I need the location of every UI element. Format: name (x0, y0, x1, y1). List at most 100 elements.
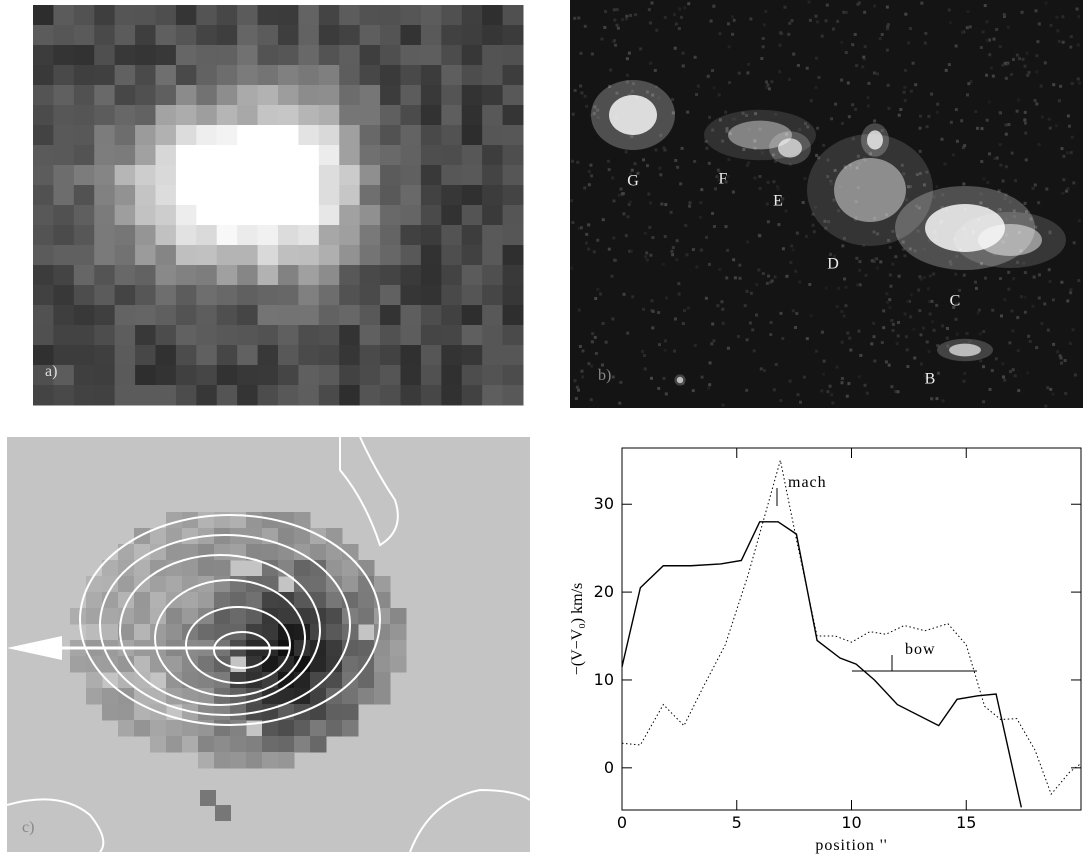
pixel (217, 85, 238, 106)
noise (931, 320, 934, 323)
noise (580, 226, 583, 229)
pixel (503, 65, 524, 86)
pixel (401, 185, 422, 206)
noise (836, 366, 839, 369)
noise (871, 259, 874, 262)
noise (1066, 299, 1069, 302)
noise (712, 339, 715, 342)
noise (941, 138, 944, 141)
pixel (380, 165, 401, 186)
pixel (503, 165, 524, 186)
noise (620, 188, 623, 191)
noise (950, 121, 953, 124)
pixel (156, 325, 177, 346)
noise (904, 312, 907, 315)
noise (929, 275, 932, 278)
pixel (230, 608, 247, 625)
noise (1014, 179, 1017, 182)
pixel (339, 225, 360, 246)
pixel (401, 225, 422, 246)
noise (1017, 349, 1020, 352)
noise (695, 265, 698, 268)
pixel (53, 85, 74, 106)
pixel (380, 325, 401, 346)
noise (665, 297, 668, 300)
pixel (156, 265, 177, 286)
noise (763, 23, 766, 26)
pixel (360, 5, 381, 26)
x-tick-label: 15 (956, 813, 976, 832)
pixel (401, 325, 422, 346)
noise (919, 127, 922, 130)
noise (966, 93, 969, 96)
noise (980, 160, 983, 163)
pixel (156, 345, 177, 366)
pixel (401, 385, 422, 406)
pixel (401, 245, 422, 266)
pixel (134, 528, 151, 545)
noise (979, 359, 982, 362)
noise (658, 343, 661, 346)
noise (836, 305, 839, 308)
pixel (237, 65, 258, 86)
pixel (421, 25, 442, 46)
noise (1040, 85, 1043, 88)
noise (753, 177, 756, 180)
noise (697, 85, 700, 88)
pixel (462, 105, 483, 126)
noise (779, 31, 782, 34)
noise (1011, 329, 1014, 332)
pixel (441, 105, 462, 126)
noise (985, 74, 988, 77)
noise (762, 37, 765, 40)
noise (678, 293, 681, 296)
noise (670, 250, 673, 253)
noise (753, 349, 756, 352)
pixel (115, 165, 136, 186)
noise (651, 299, 654, 302)
pixel (258, 345, 279, 366)
pixel (462, 145, 483, 166)
noise (639, 47, 642, 50)
noise (891, 263, 894, 266)
noise (594, 336, 597, 339)
noise (774, 275, 777, 278)
pixel (401, 345, 422, 366)
pixel (441, 205, 462, 226)
noise (1077, 15, 1080, 18)
noise (607, 160, 610, 163)
noise (967, 10, 970, 13)
pixel (342, 576, 359, 593)
pixel (115, 25, 136, 46)
pixel (319, 265, 340, 286)
pixel (74, 45, 95, 66)
pixel (217, 305, 238, 326)
pixel (237, 325, 258, 346)
noise (675, 258, 678, 261)
noise (577, 389, 580, 392)
pixel (135, 185, 156, 206)
noise (1052, 298, 1055, 301)
noise (890, 319, 893, 322)
noise (815, 350, 818, 353)
pixel (214, 544, 231, 561)
pixel (503, 345, 524, 366)
noise (622, 212, 625, 215)
pixel (74, 245, 95, 266)
pixel (374, 656, 391, 673)
pixel (196, 185, 217, 206)
pixel (319, 225, 340, 246)
noise (1069, 288, 1072, 291)
noise (1077, 43, 1080, 46)
noise (924, 32, 927, 35)
pixel (118, 560, 135, 577)
noise (942, 399, 945, 402)
pixel (217, 185, 238, 206)
pixel (278, 105, 299, 126)
noise (618, 194, 621, 197)
noise (746, 164, 749, 167)
pixel (278, 25, 299, 46)
noise (785, 209, 788, 212)
pixel (94, 305, 115, 326)
pixel (462, 325, 483, 346)
